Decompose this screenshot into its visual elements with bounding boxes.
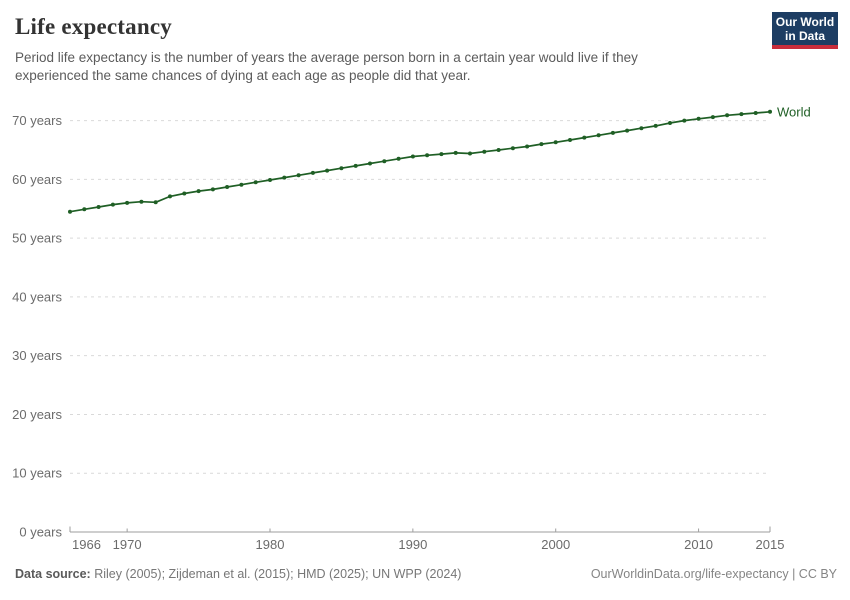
y-tick-label: 50 years bbox=[12, 231, 62, 246]
data-point-marker bbox=[296, 173, 301, 178]
series-end-label: World bbox=[777, 104, 811, 119]
data-point-marker bbox=[753, 111, 758, 115]
data-point-marker bbox=[110, 202, 115, 207]
data-point-marker bbox=[668, 121, 672, 125]
y-tick-label: 10 years bbox=[12, 466, 62, 481]
data-point-marker bbox=[325, 168, 330, 173]
data-point-marker bbox=[96, 205, 101, 209]
data-point-marker bbox=[768, 109, 772, 114]
data-point-marker bbox=[339, 166, 344, 171]
owid-logo[interactable]: Our World in Data bbox=[772, 12, 838, 49]
x-axis: 1966 1970 1980 1990 2000 2010 2015 bbox=[69, 526, 785, 552]
data-point-marker bbox=[396, 156, 401, 161]
data-point-marker bbox=[682, 118, 687, 123]
data-point-marker bbox=[739, 112, 744, 117]
data-point-marker bbox=[596, 133, 601, 138]
x-tick-label: 2010 bbox=[684, 537, 713, 552]
data-point-marker bbox=[696, 116, 701, 121]
data-point-marker bbox=[210, 187, 215, 192]
x-tick-label: 1980 bbox=[256, 537, 285, 552]
y-tick-label: 0 years bbox=[19, 525, 62, 540]
data-point-marker bbox=[282, 175, 287, 180]
data-point-marker bbox=[453, 150, 458, 155]
x-tick-label: 1990 bbox=[398, 537, 427, 552]
y-tick-label: 20 years bbox=[12, 407, 62, 422]
data-point-marker bbox=[253, 180, 258, 185]
x-tick-label: 1970 bbox=[113, 537, 142, 552]
x-tick-label: 2000 bbox=[541, 537, 570, 552]
data-point-marker bbox=[125, 200, 130, 205]
data-point-marker bbox=[725, 113, 730, 118]
data-point-marker bbox=[368, 161, 372, 166]
data-point-marker bbox=[639, 126, 644, 131]
owid-url-link[interactable]: OurWorldinData.org/life-expectancy | CC … bbox=[590, 567, 837, 581]
owid-logo-line1: Our World bbox=[775, 14, 835, 29]
y-axis-labels: 0 years 10 years 20 years 30 years 40 years 5… bbox=[12, 113, 62, 539]
chart-header: Life expectancy Period life expectancy i… bbox=[15, 14, 750, 85]
data-point-marker bbox=[510, 146, 515, 151]
y-tick-label: 40 years bbox=[12, 289, 62, 304]
data-source-text: Riley (2005); Zijdeman et al. (2015); HM… bbox=[90, 567, 462, 581]
data-point-marker bbox=[268, 178, 272, 182]
data-point-marker bbox=[82, 207, 87, 212]
x-tick-label: 1966 bbox=[72, 537, 101, 552]
y-tick-label: 70 years bbox=[12, 113, 62, 128]
data-source-label: Data source: bbox=[15, 567, 91, 581]
data-point-marker bbox=[196, 189, 201, 194]
data-point-marker bbox=[168, 194, 172, 199]
data-point-marker bbox=[653, 123, 658, 128]
data-point-marker bbox=[239, 182, 244, 187]
chart-subtitle: Period life expectancy is the number of … bbox=[15, 50, 638, 83]
data-point-marker bbox=[425, 153, 430, 158]
data-source-note: Data source: Riley (2005); Zijdeman et a… bbox=[15, 567, 461, 581]
data-point-marker bbox=[382, 159, 387, 164]
data-point-marker bbox=[68, 209, 72, 214]
gridlines bbox=[70, 120, 770, 474]
data-point-marker bbox=[553, 140, 558, 145]
data-point-marker bbox=[625, 128, 630, 133]
data-point-marker bbox=[153, 200, 158, 205]
data-point-marker bbox=[225, 185, 230, 189]
data-point-marker bbox=[410, 154, 415, 159]
data-point-marker bbox=[710, 115, 715, 120]
data-point-marker bbox=[139, 199, 144, 204]
data-point-marker bbox=[353, 163, 358, 168]
data-point-marker bbox=[439, 152, 444, 157]
data-point-marker bbox=[310, 170, 315, 175]
data-point-marker bbox=[582, 135, 587, 140]
data-point-marker bbox=[539, 142, 544, 147]
data-point-marker bbox=[482, 149, 487, 154]
series-line bbox=[69, 110, 771, 213]
data-point-marker bbox=[496, 148, 501, 152]
data-point-marker bbox=[182, 191, 187, 196]
page-title: Life expectancy bbox=[15, 14, 172, 39]
owid-logo-line2: in Data bbox=[784, 28, 825, 43]
series-line-group: World bbox=[68, 104, 811, 214]
y-tick-label: 60 years bbox=[12, 172, 62, 187]
chart-footer: Data source: Riley (2005); Zijdeman et a… bbox=[15, 567, 837, 581]
data-point-marker bbox=[610, 130, 615, 135]
y-tick-label: 30 years bbox=[12, 348, 62, 363]
data-point-marker bbox=[568, 138, 572, 142]
x-tick-label: 2015 bbox=[756, 537, 785, 552]
data-point-marker bbox=[525, 144, 530, 149]
data-point-marker bbox=[468, 151, 472, 156]
